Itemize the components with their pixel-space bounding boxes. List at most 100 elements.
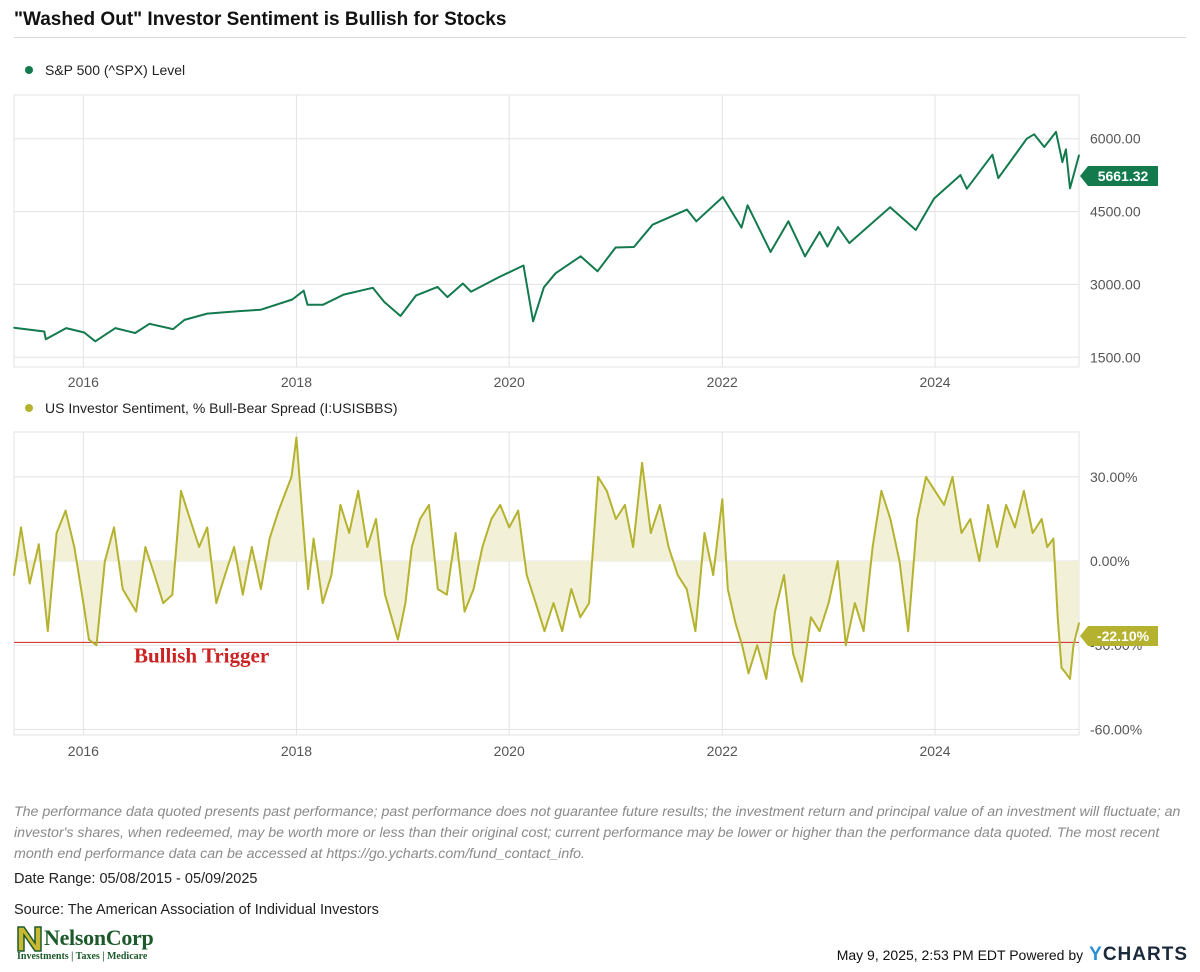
sentiment-point-40 <box>357 490 360 492</box>
sentiment-point-50 <box>446 593 448 596</box>
spx-x-tick-2020: 2020 <box>494 374 525 390</box>
sentiment-point-124 <box>1069 678 1071 680</box>
sentiment-point-58 <box>517 509 519 512</box>
spx-point-44 <box>804 255 806 258</box>
spx-point-11 <box>206 312 208 315</box>
spx-point-18 <box>342 293 345 296</box>
sentiment-point-81 <box>721 498 724 501</box>
sentiment-point-48 <box>428 504 430 506</box>
spx-point-22 <box>415 294 417 297</box>
spx-point-54 <box>991 153 994 156</box>
sentiment-point-62 <box>552 602 555 604</box>
sentiment-point-72 <box>641 462 643 464</box>
sentiment-point-45 <box>404 602 407 604</box>
date-range: Date Range: 05/08/2015 - 05/09/2025 <box>14 871 258 887</box>
sentiment-point-108 <box>951 476 954 478</box>
sentiment-point-83 <box>734 622 737 624</box>
sentiment-point-19 <box>180 490 182 492</box>
sentiment-point-16 <box>153 574 156 576</box>
sentiment-point-114 <box>1005 504 1007 506</box>
sentiment-point-120 <box>1052 537 1055 540</box>
spx-point-45 <box>818 231 821 233</box>
sentiment-point-125 <box>1072 644 1075 646</box>
sentiment-point-24 <box>224 574 226 576</box>
sentiment-point-77 <box>685 588 688 590</box>
sentiment-point-100 <box>880 490 883 492</box>
spx-point-30 <box>543 286 545 289</box>
legend-dot-spx <box>25 66 33 74</box>
sentiment-point-102 <box>898 560 901 562</box>
sentiment-point-34 <box>307 588 309 590</box>
spx-point-5 <box>94 340 97 343</box>
sentiment-point-26 <box>242 593 244 596</box>
sentiment-point-69 <box>615 518 617 520</box>
legend-dot-sentiment <box>25 404 33 412</box>
footer-timestamp: May 9, 2025, 2:53 PM EDT Powered by <box>836 947 1084 963</box>
spx-point-16 <box>306 304 309 306</box>
sentiment-point-46 <box>411 546 413 548</box>
sentiment-point-15 <box>144 546 147 548</box>
spx-point-35 <box>633 246 635 248</box>
sentiment-point-13 <box>121 588 124 590</box>
sentiment-point-92 <box>810 616 812 618</box>
spx-point-8 <box>148 323 151 325</box>
chart-title: "Washed Out" Investor Sentiment is Bulli… <box>14 9 507 30</box>
sentiment-point-65 <box>579 616 582 618</box>
sentiment-point-75 <box>667 546 670 548</box>
sentiment-point-89 <box>783 574 785 576</box>
sentiment-point-32 <box>295 436 298 439</box>
logo-name: NelsonCorp <box>44 925 154 950</box>
sentiment-point-51 <box>454 532 457 534</box>
spx-point-34 <box>614 246 617 249</box>
sentiment-point-67 <box>597 476 599 478</box>
spx-point-33 <box>596 270 599 273</box>
sentiment-point-52 <box>463 610 466 613</box>
spx-point-39 <box>722 196 724 198</box>
footer-credit: May 9, 2025, 2:53 PM EDT Powered by YCHA… <box>837 944 1188 966</box>
sentiment-point-98 <box>862 630 865 632</box>
spx-point-6 <box>114 327 117 329</box>
spx-point-2 <box>45 338 47 341</box>
sentiment-point-17 <box>162 602 164 604</box>
sentiment-point-41 <box>366 546 369 548</box>
ycharts-logo-y: Y <box>1089 944 1103 965</box>
sentiment-point-23 <box>215 602 218 604</box>
sentiment-point-118 <box>1040 518 1043 520</box>
sentiment-point-97 <box>854 602 856 604</box>
spx-y-tick-2: 4500.00 <box>1090 204 1141 220</box>
spx-point-36 <box>651 223 654 226</box>
spx-last-value-label: 5661.32 <box>1098 168 1149 184</box>
spx-point-26 <box>470 290 472 293</box>
spx-point-61 <box>1065 148 1067 151</box>
sentiment-point-78 <box>694 630 697 632</box>
spx-point-58 <box>1043 146 1046 148</box>
spx-point-15 <box>302 289 305 292</box>
sentiment-point-25 <box>233 546 235 548</box>
sentiment-point-7 <box>73 546 76 548</box>
ycharts-logo: YCHARTS <box>1089 944 1188 966</box>
sentiment-last-value-tag: -22.10% <box>1080 626 1158 646</box>
sentiment-point-47 <box>419 518 421 520</box>
spx-last-value-tag: 5661.32 <box>1080 166 1158 186</box>
sentiment-point-42 <box>375 518 377 520</box>
spx-point-19 <box>372 287 374 289</box>
sentiment-point-123 <box>1065 672 1067 675</box>
spx-point-62 <box>1069 187 1071 190</box>
sentiment-point-21 <box>198 546 200 548</box>
spx-point-48 <box>848 242 851 244</box>
spx-point-43 <box>787 220 790 223</box>
sentiment-point-111 <box>978 560 981 562</box>
sentiment-point-38 <box>339 504 342 506</box>
spx-point-10 <box>183 319 186 321</box>
sentiment-point-76 <box>676 574 679 576</box>
spx-point-17 <box>322 304 324 306</box>
sentiment-point-80 <box>712 574 714 576</box>
sentiment-point-113 <box>996 546 998 548</box>
sentiment-point-90 <box>792 652 794 655</box>
sentiment-point-121 <box>1056 616 1059 618</box>
spx-last-value-tag-bg <box>1080 166 1158 186</box>
spx-point-47 <box>837 226 839 228</box>
sentiment-point-6 <box>64 509 67 512</box>
source-text: Source: The American Association of Indi… <box>14 902 379 918</box>
sentiment-point-101 <box>889 518 892 520</box>
